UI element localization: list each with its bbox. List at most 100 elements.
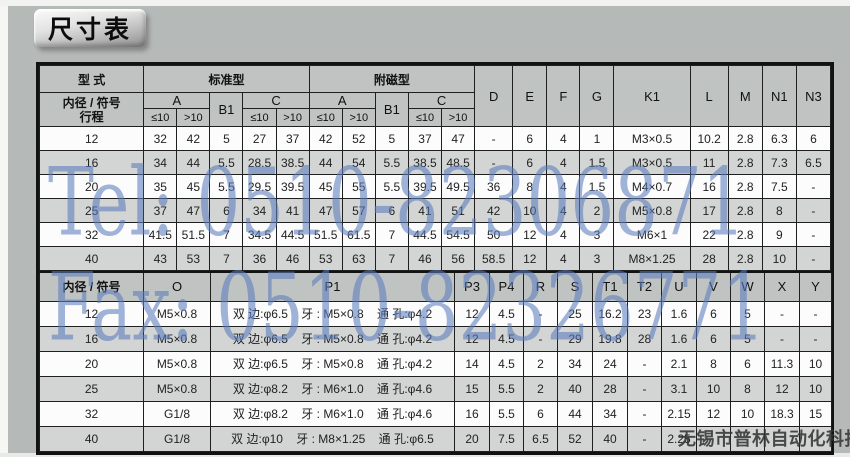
table-cell: 8: [696, 350, 731, 377]
table-cell: 4: [546, 126, 581, 151]
col-header-s: S: [557, 271, 593, 302]
table-cell: 10.2: [689, 126, 729, 151]
table-cell: 39.5: [275, 174, 310, 199]
table-cell: 5.5: [374, 174, 409, 199]
table-cell: 8: [761, 198, 797, 223]
table-cell: 14: [454, 350, 490, 377]
mounting-hole-cell: 双 边:φ6.5 牙 : M5×0.8 通 孔:φ4.2: [210, 325, 455, 352]
table-cell: 2.8: [727, 246, 763, 271]
table-cell: 17: [689, 198, 729, 223]
bore-cell: 20: [39, 350, 144, 377]
bore-cell: 32: [38, 222, 145, 247]
table-cell: 34: [143, 150, 178, 175]
col-header-gt10: >10: [440, 108, 476, 127]
table-cell: M6×1: [613, 222, 691, 247]
table-cell: M4×0.7: [613, 174, 691, 199]
table-cell: 23: [627, 300, 662, 327]
table-cell: 10: [512, 198, 548, 223]
col-header-standard: 标准型: [143, 65, 310, 93]
table-cell: 5.5: [489, 400, 524, 427]
table-cell: 7.5: [489, 425, 524, 452]
table-cell: 1.6: [661, 300, 697, 327]
table-cell: 2.15: [661, 400, 697, 427]
table-cell: -: [627, 400, 662, 427]
bore-cell: 20: [38, 174, 145, 199]
bore-cell: 25: [39, 375, 144, 402]
table-cell: 6: [730, 350, 765, 377]
table-cell: 38.5: [275, 150, 310, 175]
table-cell: 50: [474, 222, 514, 247]
table-cell: 4.5: [489, 300, 524, 327]
col-header-x: X: [764, 271, 800, 302]
table-cell: 11: [689, 150, 729, 175]
table-cell: 48.5: [440, 150, 476, 175]
col-header-type: 型 式: [38, 65, 145, 93]
table-cell: 3.1: [661, 375, 697, 402]
mounting-hole-cell: 双 边:φ6.5 牙 : M5×0.8 通 孔:φ4.2: [210, 300, 455, 327]
table-cell: 12: [454, 325, 490, 352]
table-cell: 53: [308, 246, 343, 271]
table-cell: 5.5: [489, 375, 524, 402]
table-cell: 2.8: [727, 126, 763, 151]
table-cell: -: [523, 325, 558, 352]
table-cell: 45: [308, 174, 343, 199]
col-header-le10: ≤10: [242, 108, 277, 127]
table-cell: 41.5: [143, 222, 178, 247]
col-header-a-standard: A: [143, 92, 211, 109]
table-cell: 42: [474, 198, 514, 223]
table-cell: [696, 425, 731, 452]
table-cell: 41: [275, 198, 310, 223]
col-header-le10: ≤10: [407, 108, 443, 127]
table-cell: M5×0.8: [613, 198, 691, 223]
table-cell: -: [795, 198, 832, 223]
table-cell: 35: [143, 174, 178, 199]
col-header-c-magnetic: C: [407, 92, 476, 109]
dimension-table: 型 式 标准型 附磁型 D E F G K1 L M N1 N3 内径 / 符号…: [36, 62, 834, 455]
table-cell: 40: [557, 375, 593, 402]
table-cell: 7: [209, 222, 244, 247]
table-cell: 2.8: [727, 222, 763, 247]
table-cell: 27: [242, 126, 277, 151]
col-header-a-magnetic: A: [308, 92, 376, 109]
table-cell: 8: [512, 174, 548, 199]
table-cell: 7.3: [761, 150, 797, 175]
table-cell: 45: [176, 174, 211, 199]
mounting-hole-cell: 双 边:φ8.2 牙 : M6×1.0 通 孔:φ4.6: [210, 375, 455, 402]
table-cell: 29.5: [242, 174, 277, 199]
col-header-b1-standard: B1: [209, 92, 244, 127]
table-cell: 4: [546, 222, 581, 247]
table-cell: M3×0.5: [613, 126, 691, 151]
table-cell: 51: [440, 198, 476, 223]
table-cell: 41: [407, 198, 443, 223]
table-cell: 34: [242, 198, 277, 223]
table-cell: 6.5: [523, 425, 558, 452]
table-cell: 12: [512, 222, 548, 247]
table-cell: 43: [143, 246, 178, 271]
table-cell: 53: [176, 246, 211, 271]
table-cell: 2: [579, 198, 615, 223]
table-cell: 2.25: [661, 425, 697, 452]
table-cell: 46: [275, 246, 310, 271]
table-cell: 51.5: [308, 222, 343, 247]
table-row: 32 41.5 51.5 7 34.5 44.5 51.5 61.5 7 44.…: [38, 222, 832, 247]
col-header-n3: N3: [795, 65, 832, 127]
col-header-gt10: >10: [341, 108, 376, 127]
table-cell: 16: [454, 400, 490, 427]
col-header-d: D: [474, 65, 514, 127]
table-cell: 47: [176, 198, 211, 223]
table-cell: 10: [761, 246, 797, 271]
table-row: 20 M5×0.8 双 边:φ6.5 牙 : M5×0.8 通 孔:φ4.2 1…: [39, 350, 832, 377]
table-cell: 9: [761, 222, 797, 247]
bore-cell: 12: [38, 126, 145, 151]
table-cell: 36: [242, 246, 277, 271]
table-row: 25 M5×0.8 双 边:φ8.2 牙 : M6×1.0 通 孔:φ4.6 1…: [39, 375, 832, 402]
col-header-n1: N1: [761, 65, 797, 127]
bore-cell: 16: [39, 325, 144, 352]
table-cell: 7: [374, 222, 409, 247]
table-cell: [764, 425, 800, 452]
table-cell: 6.5: [795, 150, 832, 175]
table-cell: 3: [579, 246, 615, 271]
table-cell: 37: [143, 198, 178, 223]
table-row: 12 32 42 5 27 37 42 52 5 37 47 - 6 4 1 M…: [38, 126, 832, 151]
table-cell: M3×0.5: [613, 150, 691, 175]
